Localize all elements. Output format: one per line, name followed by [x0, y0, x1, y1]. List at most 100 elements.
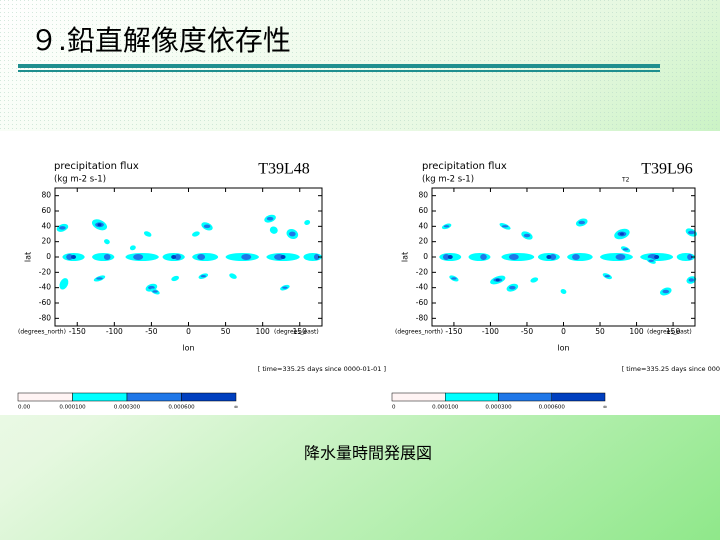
y-tick-label: 0 — [46, 252, 51, 261]
precip-contour — [171, 255, 177, 259]
panels: 80 60 40 20 0 -20 -40 -60 -80 -150 -100 -50 0 50 100 15… — [17, 161, 720, 411]
x-tick-label: 150 — [666, 327, 681, 336]
y-tick-label: 80 — [418, 191, 428, 200]
colorbar-segment — [445, 392, 499, 402]
x-tick-label: 150 — [293, 327, 308, 336]
x-tick-label: -150 — [445, 327, 462, 336]
precip-contour — [622, 248, 629, 251]
precip-contour — [174, 254, 182, 260]
precip-contour — [560, 288, 567, 295]
precip-contour — [509, 285, 516, 290]
plot-title: precipitation flux — [54, 161, 139, 172]
x-tick-label: -100 — [106, 327, 123, 336]
precip-contour — [604, 274, 611, 278]
precip-contour — [152, 290, 158, 293]
precip-contour — [97, 223, 102, 227]
colorbar-segment — [551, 392, 606, 402]
time-note: [ time=335.25 days since 0000-01-01 ] — [258, 365, 386, 373]
title-rule — [18, 64, 660, 68]
precip-contour — [282, 286, 288, 289]
precip-contour — [688, 230, 695, 235]
precip-contour — [229, 273, 237, 279]
precip-contour — [530, 277, 539, 283]
colorbar-segment — [17, 392, 73, 402]
y-tick-label: 40 — [418, 221, 428, 230]
y-tick-label: -60 — [39, 298, 51, 307]
plot-units: (kg m-2 s-1) — [422, 175, 474, 185]
precip-contour — [104, 239, 110, 245]
x-tick-label: 0 — [186, 327, 191, 336]
map-panel: 80 60 40 20 0 -20 -40 -60 -80 -150 -100 -50 0 50 100 15… — [17, 161, 386, 411]
y-tick-label: 80 — [41, 191, 51, 200]
run-small-label: T2 — [621, 177, 630, 184]
plot-title: precipitation flux — [422, 161, 507, 172]
colorbar-segment — [72, 392, 128, 402]
precip-contour — [442, 254, 450, 260]
x-axis-label: lon — [182, 344, 194, 353]
precip-contour — [192, 231, 200, 237]
precip-contour — [66, 254, 73, 260]
precip-contour — [143, 231, 152, 237]
precip-contour — [103, 254, 111, 260]
y-tick-label: -80 — [39, 313, 51, 322]
x-tick-label: 100 — [256, 327, 271, 336]
precip-contour — [96, 277, 103, 280]
y-tick-label: 40 — [41, 221, 51, 230]
x-axis-label: lon — [557, 344, 569, 353]
x-tick-label: 50 — [595, 327, 605, 336]
precip-contour — [171, 275, 179, 282]
y-axis-unit: (degrees_north) — [395, 329, 443, 336]
precip-contour — [687, 254, 693, 260]
colorbar-label: 0 — [392, 405, 396, 411]
colorbar-segment — [126, 392, 182, 402]
x-tick-label: -50 — [521, 327, 533, 336]
precip-contour — [654, 255, 660, 259]
x-axis-unit: (degrees_east) — [274, 329, 319, 336]
precip-contour — [451, 277, 457, 280]
precip-contour — [71, 255, 77, 259]
time-note: [ time=335.25 days since 000 — [622, 365, 720, 373]
colorbar-label: 0.000300 — [114, 405, 141, 411]
y-axis-unit: (degrees_north) — [18, 329, 66, 336]
x-tick-label: 0 — [561, 327, 566, 336]
precip-contour — [619, 232, 624, 236]
colorbar-segment — [181, 392, 237, 402]
precip-contour — [495, 278, 500, 282]
precip-contour — [304, 220, 311, 225]
x-tick-label: -100 — [482, 327, 499, 336]
precip-contour — [133, 254, 144, 260]
precip-contour — [197, 254, 206, 260]
y-tick-label: -20 — [416, 267, 428, 276]
precip-contour — [480, 254, 487, 260]
x-tick-label: -50 — [145, 327, 157, 336]
colorbar-label: ∞ — [603, 405, 608, 411]
y-tick-label: -20 — [39, 267, 51, 276]
map-panel: 80 60 40 20 0 -20 -40 -60 -80 -150 -100 -50 0 50 100 15… — [391, 161, 720, 411]
colorbar-segment — [391, 392, 446, 402]
precip-contour — [508, 254, 519, 260]
precip-contour — [567, 253, 593, 261]
y-tick-label: 0 — [423, 252, 428, 261]
precip-contour — [200, 274, 207, 278]
y-tick-label: 60 — [41, 206, 51, 215]
precip-contour — [59, 278, 69, 290]
colorbar-label: ∞ — [234, 405, 239, 411]
y-tick-label: -40 — [416, 283, 428, 292]
y-tick-label: 20 — [418, 237, 428, 246]
colorbar-segment — [498, 392, 552, 402]
precip-contour — [129, 245, 136, 251]
precip-contour — [546, 255, 552, 259]
colorbar-label: 0.000600 — [539, 405, 566, 411]
y-tick-label: -60 — [416, 298, 428, 307]
plot-units: (kg m-2 s-1) — [54, 175, 106, 185]
precip-contour — [266, 216, 274, 221]
precip-contour — [578, 220, 586, 225]
precip-contour — [572, 254, 580, 260]
precip-contour — [313, 254, 320, 260]
y-tick-label: -40 — [39, 283, 51, 292]
run-label: T39L96 — [641, 161, 693, 178]
precip-contour — [289, 231, 296, 237]
y-axis-label: lat — [401, 252, 410, 262]
precip-contour — [523, 233, 531, 238]
